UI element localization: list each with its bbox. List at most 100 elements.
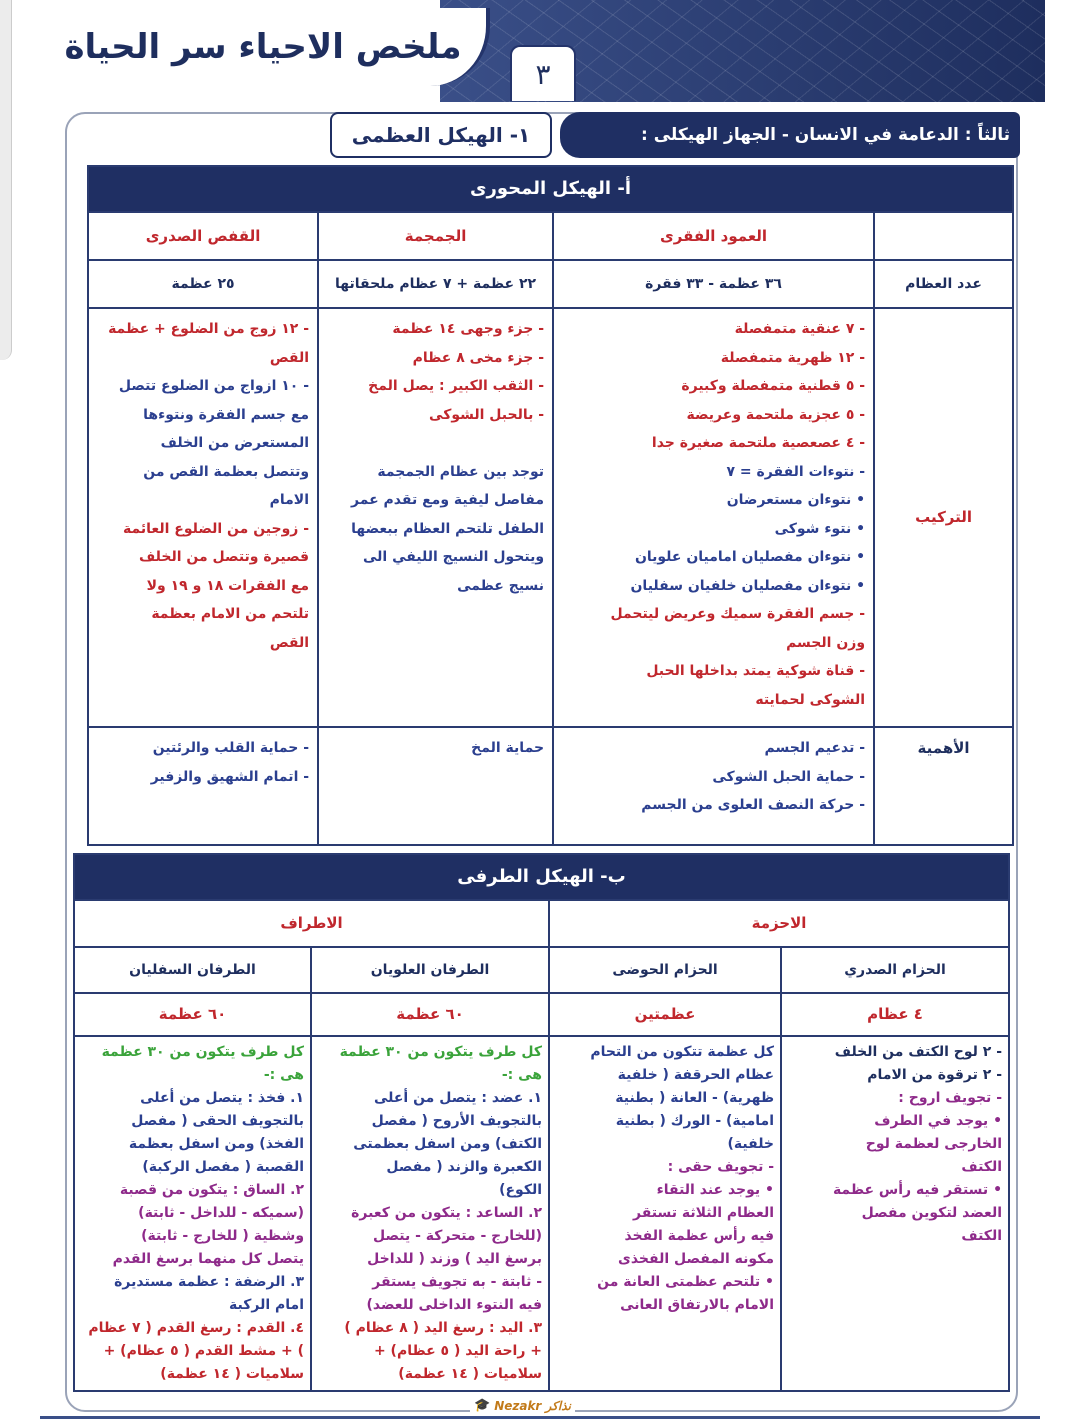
text-line: ويتحول النسيج الليفي الى xyxy=(362,549,545,565)
section-title: ثالثاً : الدعامة في الانسان - الجهاز اله… xyxy=(560,112,1020,158)
text-line: كل عظمة تتكون من التحام xyxy=(590,1043,775,1060)
text-line: وشظية ( للخارج - ثابتة) xyxy=(141,1227,305,1244)
text-line: تلتحم من الامام بعظمة xyxy=(151,606,310,622)
count-cell: ٢٢ عظمة + ٧ عظام ملحقاتها xyxy=(317,259,555,309)
text-line: - قناة شوكية يمتد بداخلها الحبل xyxy=(646,663,866,679)
count-cell: ٦٠ عظمة xyxy=(310,992,551,1037)
text-line: القص xyxy=(269,634,310,651)
count-cell: ٤ عظام xyxy=(780,992,1011,1037)
text-line: - ٢ لوح الكتف من الخلف xyxy=(834,1043,1003,1060)
text-line: مع جسم الفقرة ونتوءها xyxy=(143,406,310,423)
text-line: بالتجويف الحقى ( مفصل xyxy=(131,1112,305,1129)
page-title: ملخص الاحياء سر الحياة xyxy=(40,8,490,86)
text-line: ٢. الساعد : يتكون من كعبرة xyxy=(351,1204,543,1221)
column-header: الحزام الحوضى xyxy=(548,946,783,994)
axial-skeleton-table: أ- الهيكل المحورى العمود الفقرى الجمجمة … xyxy=(86,165,1015,846)
text-line: - تجويف اروح : xyxy=(898,1089,1003,1106)
text-line: الامام xyxy=(269,492,310,508)
nezakr-logo: 🎓 Nezakr نذاكر xyxy=(470,1397,575,1415)
text-line: الطفل تلتحم العظام ببعضها xyxy=(351,520,545,537)
text-line: فيه النتوء الداخلى للعضد) xyxy=(366,1296,543,1313)
appendicular-skeleton-table: ب- الهيكل الطرفى الاحزمة الاطراف الحزام … xyxy=(72,853,1011,1392)
text-line: امامية) - الورك ( بطنية xyxy=(615,1112,775,1129)
text-line: - زوجين من الضلوع العائمة xyxy=(123,520,310,537)
text-line: مكونه المفصل الفخذى xyxy=(617,1250,775,1267)
text-line: • نتوءان مفصليان خلفيان سفليان xyxy=(630,577,866,594)
text-line: ٣. الرضفة : عظمة مستديرة xyxy=(114,1273,305,1290)
row-label: الأهمية xyxy=(873,726,1015,846)
text-line: الفخذ) ومن اسفل بعظمة xyxy=(128,1135,305,1152)
importance-cell: - تدعيم الجسم - حماية الحبل الشوكى - حركة … xyxy=(552,726,876,846)
content-cell: - ٢ لوح الكتف من الخلف - ٢ ترقوة من الاما… xyxy=(780,1034,1011,1392)
text-line: - حماية القلب والرئتين xyxy=(152,740,310,756)
text-line: + راحة اليد ( ٥ عظام) + xyxy=(373,1342,543,1359)
text-line: • نتوءان مفصليان اماميان علويان xyxy=(634,549,866,565)
text-line: ١. عضد : يتصل من أعلى xyxy=(373,1089,543,1106)
structure-cell: - ١٢ زوج من الضلوع + عظمة القص - ١٠ ازواج … xyxy=(86,307,320,728)
text-line: الشوكى لحمايته xyxy=(755,691,866,708)
text-line: - بالحبل الشوكى xyxy=(429,406,545,423)
count-cell: ٢٥ عظمة xyxy=(86,259,320,309)
text-line: - تدعيم الجسم xyxy=(764,740,866,756)
text-line: ٤. القدم : رسغ القدم ( ٧ عظام xyxy=(88,1319,305,1336)
count-cell: ٦٠ عظمة xyxy=(72,992,313,1037)
text-line: سلاميات ( ١٤ عظمة) xyxy=(160,1365,305,1382)
structure-cell: - جزء وجهى ١٤ عظمة - جزء مخى ٨ عظام - الثق… xyxy=(317,307,555,728)
text-line: - ثابتة - به تجويف يستقر xyxy=(372,1273,543,1290)
text-line: القص xyxy=(269,349,310,366)
text-line: - ٥ عجزية ملتحمة وعريضة xyxy=(686,406,866,423)
text-line: - جزء مخى ٨ عظام xyxy=(412,349,545,366)
structure-cell: - ٧ عنقية متمفصلة - ١٢ ظهرية متمفصلة - ٥ ق… xyxy=(552,307,876,728)
group-header: الاحزمة xyxy=(548,899,1011,948)
text-line: خلفية) xyxy=(727,1135,775,1152)
page-number: ٣ xyxy=(510,45,576,101)
column-header: القفص الصدرى xyxy=(86,211,320,261)
text-line: فيه رأس عظمة الفخذ xyxy=(624,1227,775,1244)
text-line: برسغ اليد ) وزند ( للداخل xyxy=(367,1250,543,1267)
text-line: سلاميات ( ١٤ عظمة) xyxy=(398,1365,543,1382)
section-subtitle: ١- الهيكل العظمى xyxy=(330,112,552,158)
column-header: الطرفان السفليان xyxy=(72,946,313,994)
text-line: ظهرية) - العانة ( بطنية xyxy=(615,1089,775,1106)
text-line: توجد بين عظام الجمجمة xyxy=(377,463,545,480)
importance-cell: حماية المخ xyxy=(317,726,555,846)
text-line: - جسم الفقرة سميك وعريض ليتحمل xyxy=(610,606,866,622)
corner-cell xyxy=(873,211,1015,261)
content-cell: كل طرف يتكون من ٣٠ عظمة هى :- ١. فخذ : يتص… xyxy=(72,1034,313,1392)
text-line: يتصل كل منهما برسغ القدم xyxy=(112,1250,305,1267)
text-line: الكتف xyxy=(961,1158,1003,1175)
text-line: القصبة ( مفصل الركبة) xyxy=(142,1158,305,1175)
content-cell: كل عظمة تتكون من التحام عظام الحرقفة ( خل… xyxy=(548,1034,783,1392)
column-header: الحزام الصدري xyxy=(780,946,1011,994)
text-line: حماية المخ xyxy=(471,740,545,756)
text-line: - ٥ قطنية متمفصلة وكبيرة xyxy=(681,378,866,394)
text-line: - حركة النصف العلوى من الجسم xyxy=(641,797,866,813)
column-header: الجمجمة xyxy=(317,211,555,261)
text-line: مع الفقرات ١٨ و ١٩ ولا xyxy=(146,577,310,594)
text-line: العضد لتكوين مفصل xyxy=(861,1204,1003,1221)
text-line: وتتصل بعظمة القص من xyxy=(143,463,310,480)
text-line: • نتوء شوكى xyxy=(774,520,866,537)
text-line: مفاصل ليفية ومع تقدم عمر xyxy=(351,492,545,508)
row-label: التركيب xyxy=(873,307,1015,728)
column-header: الطرفان العلويان xyxy=(310,946,551,994)
text-line xyxy=(327,429,544,458)
text-line: كل طرف يتكون من ٣٠ عظمة xyxy=(101,1043,305,1060)
table-title: أ- الهيكل المحورى xyxy=(86,165,1015,213)
text-line: - اتمام الشهيق والزفير xyxy=(150,768,310,785)
importance-cell: - حماية القلب والرئتين - اتمام الشهيق وال… xyxy=(86,726,320,846)
text-line: - ١٢ ظهرية متمفصلة xyxy=(720,349,866,366)
text-line: • تستقر فيه رأس عظمة xyxy=(832,1181,1003,1198)
text-line: • يوجد عند التقاء xyxy=(656,1181,775,1198)
text-line: - الثقب الكبير : يصل المخ xyxy=(368,378,545,394)
text-line: - نتوءات الفقرة = ٧ xyxy=(726,463,866,480)
text-line: (للخارج - متحركة - يتصل xyxy=(372,1227,543,1244)
text-line: - ١٠ ازواج من الضلوع تتصل xyxy=(118,378,310,394)
text-line: هى :- xyxy=(263,1066,305,1083)
text-line: ) + مشط القدم ( ٥ عظام) + xyxy=(103,1342,305,1359)
text-line: كل طرف يتكون من ٣٠ عظمة xyxy=(339,1043,543,1060)
count-cell: عظمتين xyxy=(548,992,783,1037)
text-line: الكتف xyxy=(961,1227,1003,1244)
text-line: ١. فخذ : يتصل من أعلى xyxy=(140,1089,305,1106)
text-line: الخارجى لعظمة لوح xyxy=(865,1135,1003,1152)
